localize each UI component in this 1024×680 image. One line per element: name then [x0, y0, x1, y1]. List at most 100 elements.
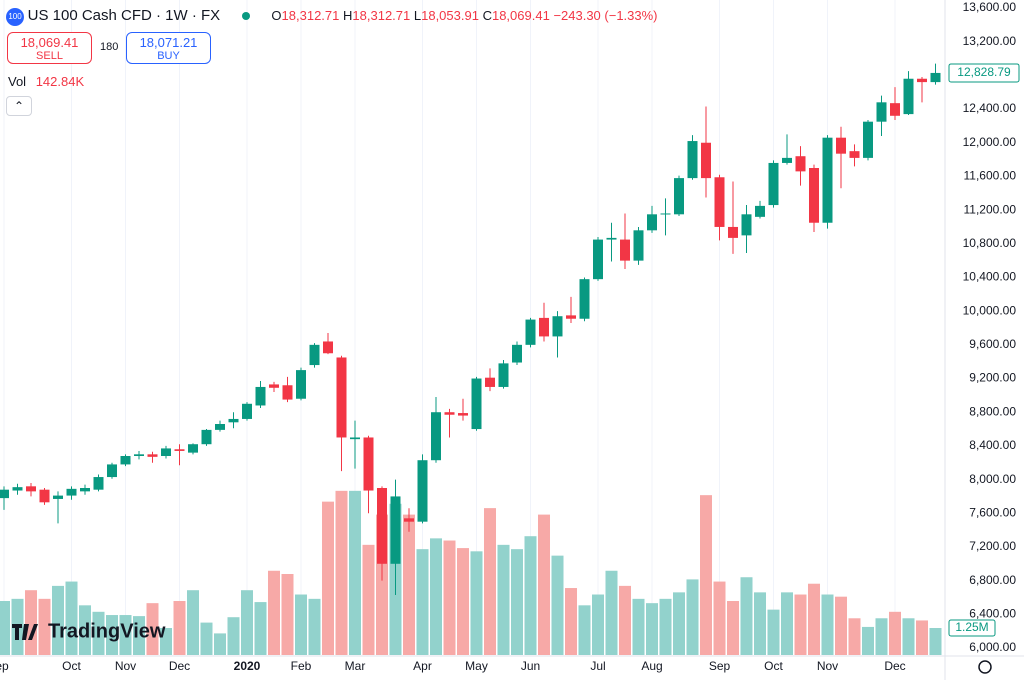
candle-body [134, 454, 144, 456]
volume-bar [821, 594, 834, 655]
volume-bar [403, 514, 415, 655]
volume-bar [929, 628, 942, 655]
volume-bar [659, 598, 672, 655]
candle-body [161, 448, 171, 456]
candle-body [498, 363, 509, 387]
volume-bar [686, 579, 699, 655]
candle-body [336, 357, 347, 438]
volume-bar [889, 611, 901, 655]
settings-icon[interactable] [978, 660, 992, 674]
y-tick-label: 13,600.00 [963, 0, 1017, 14]
candle-body [917, 78, 927, 83]
volume-bar [848, 618, 861, 655]
y-tick-label: 9,600.00 [969, 337, 1016, 351]
candle-body [282, 385, 293, 400]
volume-bar [25, 590, 37, 655]
candle-body [512, 344, 522, 363]
x-tick-label: Sep [0, 659, 9, 673]
candle-body [417, 460, 428, 522]
volume-bar [349, 490, 361, 655]
x-tick-label: Aug [641, 659, 662, 673]
candle-body [579, 279, 590, 319]
volume-bar [646, 603, 658, 655]
volume-bar [592, 594, 604, 655]
candle-body [363, 437, 374, 491]
volume-bar [308, 598, 321, 655]
candle-body [458, 413, 468, 416]
volume-bar [281, 574, 294, 655]
volume-bar [0, 601, 10, 655]
volume-bar [565, 588, 577, 655]
candle-body [687, 141, 698, 179]
candle-body [174, 449, 185, 451]
x-tick-label: Oct [62, 659, 81, 673]
x-tick-label: Nov [817, 659, 838, 673]
volume-legend: Vol 142.84K [8, 74, 84, 89]
candle-body [12, 487, 23, 491]
y-tick-label: 12,400.00 [963, 101, 1017, 115]
volume-bar [241, 590, 253, 655]
y-tick-label: 12,000.00 [963, 135, 1017, 149]
y-tick-label: 10,400.00 [963, 270, 1017, 284]
candle-body [309, 344, 320, 366]
y-tick-label: 7,600.00 [969, 505, 1016, 519]
candle-body [350, 437, 360, 440]
y-tick-label: 7,200.00 [969, 539, 1016, 553]
volume-bar [619, 585, 631, 655]
volume-bar [119, 615, 132, 655]
x-tick-label: Mar [345, 659, 366, 673]
candle-body [26, 486, 36, 492]
candle-body [836, 137, 846, 154]
status-dot [241, 12, 250, 20]
candle-body [147, 454, 158, 457]
symbol-title: US 100 Cash CFD · 1W · FX [27, 7, 221, 24]
h-label: H [343, 8, 353, 23]
y-tick-label: 8,000.00 [969, 472, 1016, 486]
watermark: TradingView [48, 620, 166, 642]
volume-bar [632, 598, 645, 655]
y-tick-label: 13,200.00 [963, 34, 1017, 48]
y-tick-label: 8,800.00 [969, 404, 1016, 418]
candle-body [593, 239, 603, 280]
candle-body [296, 370, 306, 399]
candle-body [863, 121, 873, 158]
volume-legend-label: Vol [8, 74, 27, 89]
candle-body [377, 488, 387, 564]
volume-bar [430, 538, 442, 655]
volume-bar [187, 590, 199, 655]
volume-bar [65, 581, 78, 655]
candle-body [53, 495, 63, 499]
volume-bar [835, 596, 847, 655]
candle-body [471, 378, 482, 430]
candle-body [633, 230, 644, 261]
candle-body [620, 239, 630, 261]
x-tick-label: Jun [521, 659, 540, 673]
candle-body [647, 214, 657, 231]
collapse-button[interactable]: ⌃ [6, 96, 32, 116]
x-tick-label: Feb [291, 659, 312, 673]
candle-body [930, 72, 941, 83]
x-tick-label: Oct [764, 659, 783, 673]
sell-price: 18,069.41 [20, 35, 79, 50]
candle-body [539, 317, 549, 337]
volume-bar [551, 555, 564, 655]
buy-button[interactable]: 18,071.21 BUY [126, 32, 211, 64]
y-tick-label: 8,400.00 [969, 438, 1016, 452]
candle-body [228, 418, 239, 423]
volume-bar [713, 581, 726, 655]
volume-bar [916, 620, 928, 655]
candle-body [903, 78, 914, 115]
x-tick-label: Apr [413, 659, 432, 673]
volume-bar [902, 618, 915, 655]
candle-body [782, 157, 792, 163]
volume-bar [740, 577, 753, 655]
candle-body [390, 496, 401, 564]
sell-button[interactable]: 18,069.41 SELL [7, 32, 92, 64]
change: −243.30 (−1.33%) [553, 8, 658, 23]
h-value: 18,312.71 [352, 8, 411, 23]
volume-bar [484, 508, 496, 655]
volume-bar [808, 583, 820, 655]
symbol-badge: 100 [6, 7, 24, 26]
candle-body [525, 319, 536, 345]
volume-bar [160, 628, 172, 655]
